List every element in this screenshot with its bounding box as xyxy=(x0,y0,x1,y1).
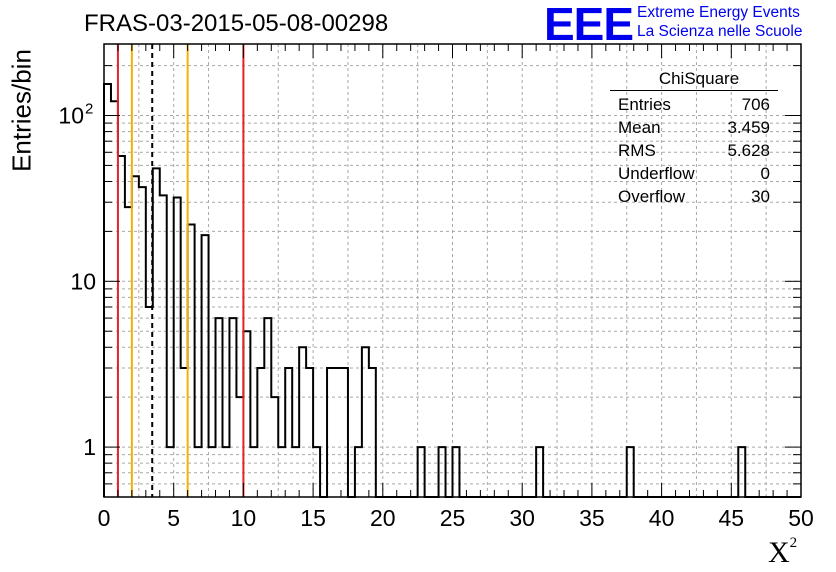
histogram-bin xyxy=(181,368,188,497)
stats-label: Entries xyxy=(618,95,671,114)
histogram-bin xyxy=(132,176,139,497)
stats-value: 3.459 xyxy=(727,118,770,137)
histogram-bin xyxy=(243,331,250,497)
x-tick-label: 5 xyxy=(167,505,180,531)
histogram-bin xyxy=(285,368,292,497)
histogram-bin xyxy=(125,207,132,497)
stats-label: Underflow xyxy=(618,164,695,183)
y-tick-label: 1 xyxy=(83,434,96,460)
x-axis-label-base: X xyxy=(768,536,790,569)
histogram-bin xyxy=(202,235,209,497)
stats-value: 5.628 xyxy=(727,141,770,160)
histogram-bin xyxy=(362,347,369,497)
eee-logo-line1: Extreme Energy Events xyxy=(637,4,800,21)
stats-title: ChiSquare xyxy=(610,68,778,91)
x-tick-label: 15 xyxy=(300,505,326,531)
x-tick-label: 35 xyxy=(579,505,605,531)
x-tick-label: 25 xyxy=(440,505,466,531)
x-axis-label: X2 xyxy=(768,535,798,570)
histogram-bin xyxy=(341,368,348,497)
histogram-bin xyxy=(264,318,271,497)
histogram-bin xyxy=(104,84,111,497)
x-tick-label: 45 xyxy=(719,505,745,531)
histogram-bin xyxy=(306,368,313,497)
stats-value: 30 xyxy=(751,187,770,206)
stats-box: ChiSquare Entries 706 Mean 3.459 RMS 5.628 … xyxy=(610,68,778,208)
histogram-bin xyxy=(111,101,118,497)
chart-title: FRAS-03-2015-05-08-00298 xyxy=(84,10,389,37)
x-tick-label: 20 xyxy=(370,505,396,531)
histogram-bin xyxy=(188,225,195,497)
x-axis-label-exponent: 2 xyxy=(789,535,798,551)
stats-value: 706 xyxy=(741,95,770,114)
x-tick-label: 10 xyxy=(231,505,257,531)
stats-label: Mean xyxy=(618,118,661,137)
histogram-bin xyxy=(334,368,341,497)
x-tick-label: 50 xyxy=(788,505,814,531)
stats-value: 0 xyxy=(760,164,770,183)
stats-label: Overflow xyxy=(618,187,686,206)
histogram-bin xyxy=(160,195,167,497)
histogram-bin xyxy=(139,187,146,497)
histogram-bin xyxy=(153,168,160,497)
stats-row-rms: RMS 5.628 xyxy=(610,139,778,162)
eee-logo-line2: La Scienza nelle Scuole xyxy=(637,23,803,40)
histogram-bin xyxy=(216,318,223,497)
histogram-bin xyxy=(299,347,306,497)
y-tick-label-exponent: 2 xyxy=(85,101,93,118)
histogram-bin xyxy=(327,368,334,497)
stats-row-entries: Entries 706 xyxy=(610,93,778,116)
x-tick-label: 0 xyxy=(98,505,111,531)
y-axis-label: Entries/bin xyxy=(6,49,37,172)
y-tick-label: 10 xyxy=(58,103,84,129)
stats-row-mean: Mean 3.459 xyxy=(610,116,778,139)
eee-logo-mark: EEE xyxy=(544,0,634,50)
stats-row-overflow: Overflow 30 xyxy=(610,185,778,208)
x-tick-label: 40 xyxy=(649,505,675,531)
x-tick-label: 30 xyxy=(509,505,535,531)
stats-row-underflow: Underflow 0 xyxy=(610,162,778,185)
histogram-bin xyxy=(369,368,376,497)
histogram-bin xyxy=(257,368,264,497)
stats-label: RMS xyxy=(618,141,656,160)
histogram-bin xyxy=(118,156,125,497)
y-tick-label: 10 xyxy=(70,268,96,294)
histogram-bin xyxy=(229,318,236,497)
